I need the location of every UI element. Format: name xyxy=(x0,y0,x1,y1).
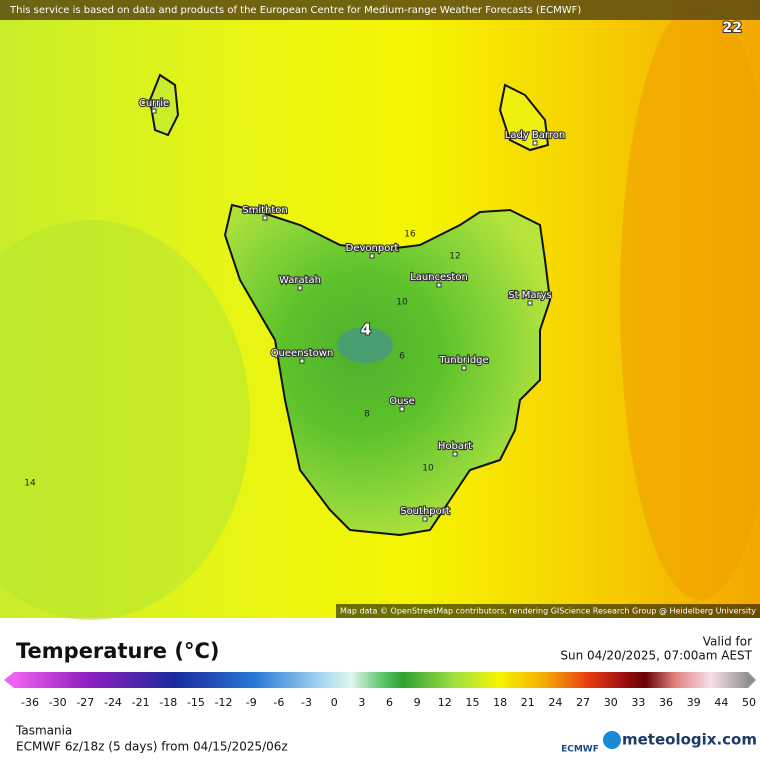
city-label: Southport xyxy=(400,506,450,517)
colorbar-tick-label: 24 xyxy=(548,696,562,709)
contour-label: 10 xyxy=(422,464,434,474)
cool-zone xyxy=(0,220,250,620)
colorbar-tick-label: 9 xyxy=(414,696,421,709)
city-label: Waratah xyxy=(279,275,321,286)
colorbar-tick-label: 6 xyxy=(386,696,393,709)
colorbar-tick-label: -36 xyxy=(21,696,39,709)
warm-zone xyxy=(620,0,760,600)
colorbar-tick-label: -21 xyxy=(132,696,150,709)
banner: This service is based on data and produc… xyxy=(9,5,581,16)
colorbar-tick-label: -30 xyxy=(49,696,67,709)
colorbar-tick-label: -27 xyxy=(76,696,94,709)
valid-time: Sun 04/20/2025, 07:00am AEST xyxy=(560,649,752,663)
colorbar-arrow xyxy=(4,672,14,688)
city-marker xyxy=(151,108,157,114)
valid-label: Valid for xyxy=(703,635,752,649)
city-label: Devonport xyxy=(346,243,399,254)
colorbar-tick-label: 3 xyxy=(358,696,365,709)
colorbar-tick-label: 39 xyxy=(687,696,701,709)
city-label: St Marys xyxy=(508,290,551,301)
city-label: Tunbridge xyxy=(438,355,488,366)
colorbar-tick-label: -9 xyxy=(246,696,257,709)
attribution: Map data © OpenStreetMap contributors, r… xyxy=(340,607,756,616)
colorbar-tick-label: -18 xyxy=(159,696,177,709)
king-island xyxy=(148,73,180,137)
city-label: Launceston xyxy=(410,272,468,283)
colorbar-tick-label: -24 xyxy=(104,696,122,709)
contour-label: 16 xyxy=(404,230,416,240)
contour-label: 10 xyxy=(396,298,408,308)
contour-label: 6 xyxy=(399,352,405,362)
city-marker xyxy=(369,253,375,259)
city-label: Currie xyxy=(139,98,169,109)
city-marker xyxy=(297,285,303,291)
contour-label: 8 xyxy=(364,410,370,420)
brand-icon xyxy=(603,731,621,749)
colorbar-tick-label: 33 xyxy=(631,696,645,709)
min-value: 4 xyxy=(361,321,371,339)
colorbar-tick-label: 15 xyxy=(465,696,479,709)
model-info: ECMWF 6z/18z (5 days) from 04/15/2025/06… xyxy=(16,740,288,754)
colorbar-tick-label: -15 xyxy=(187,696,205,709)
contour-label: 14 xyxy=(24,479,36,489)
city-marker xyxy=(461,365,467,371)
banner-bg xyxy=(0,0,760,20)
city-label: Hobart xyxy=(438,441,472,452)
city-marker xyxy=(532,140,538,146)
ecmwf-logo: ECMWF xyxy=(561,745,599,755)
city-label: Smithton xyxy=(242,205,288,216)
corner-value: 22 xyxy=(723,20,742,36)
colorbar-tick-label: 27 xyxy=(576,696,590,709)
colorbar-tick-label: -6 xyxy=(273,696,284,709)
city-marker xyxy=(422,516,428,522)
city-label: Lady Barron xyxy=(505,130,565,141)
colorbar-tick-label: 30 xyxy=(604,696,618,709)
colorbar-tick-label: 21 xyxy=(521,696,535,709)
colorbar-arrow xyxy=(748,672,756,688)
region: Tasmania xyxy=(15,724,72,738)
city-label: Queenstown xyxy=(271,348,334,359)
contour-label: 12 xyxy=(449,252,460,262)
colorbar-tick-label: -3 xyxy=(301,696,312,709)
colorbar-tick-label: 0 xyxy=(331,696,338,709)
city-label: Ouse xyxy=(389,396,415,407)
attribution-bg xyxy=(336,604,760,618)
colorbar-tick-label: 12 xyxy=(438,696,452,709)
colorbar xyxy=(14,672,748,688)
colorbar-tick-label: 18 xyxy=(493,696,507,709)
brand: meteologix.com xyxy=(622,731,757,749)
flinders-island xyxy=(498,83,550,152)
city-marker xyxy=(262,215,268,221)
colorbar-tick-label: -12 xyxy=(215,696,233,709)
colorbar-tick-label: 44 xyxy=(714,696,728,709)
city-marker xyxy=(299,358,305,364)
colorbar-tick-label: 36 xyxy=(659,696,673,709)
cold-core xyxy=(337,327,393,363)
tasmania xyxy=(223,203,552,537)
city-marker xyxy=(399,406,405,412)
city-marker xyxy=(527,300,533,306)
city-marker xyxy=(452,451,458,457)
cities: Currie Lady Barron Smithton Devonport Launce… xyxy=(138,97,566,522)
colorbar-tick-label: 50 xyxy=(742,696,756,709)
city-marker xyxy=(436,282,442,288)
legend-title: Temperature (°C) xyxy=(16,639,219,663)
colorbar-ticks: -36 -30 -27 -24 -21 -18 -15 -12 -9 -6 -3 0 3 6 9 12 15 18… xyxy=(21,696,756,709)
